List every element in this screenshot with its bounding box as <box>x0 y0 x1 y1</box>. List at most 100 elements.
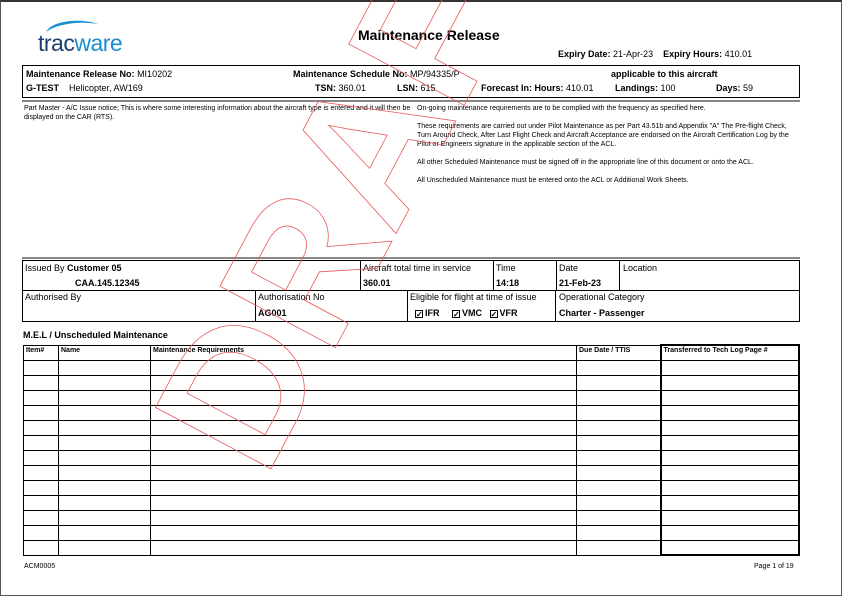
table-cell[interactable] <box>23 389 59 406</box>
table-cell[interactable] <box>23 479 59 496</box>
table-cell[interactable] <box>58 494 151 511</box>
table-cell[interactable] <box>576 419 661 436</box>
table-cell[interactable] <box>58 359 151 376</box>
col-tech-log: Transferred to Tech Log Page # <box>659 344 800 361</box>
table-cell[interactable] <box>23 509 59 526</box>
table-cell[interactable] <box>659 419 800 436</box>
table-cell[interactable] <box>150 434 577 451</box>
table-cell[interactable] <box>23 374 59 391</box>
table-row <box>23 434 800 451</box>
table-cell[interactable] <box>58 374 151 391</box>
table-row <box>23 464 800 481</box>
table-row <box>23 374 800 391</box>
table-cell[interactable] <box>58 434 151 451</box>
table-cell[interactable] <box>58 539 151 556</box>
table-cell[interactable] <box>576 359 661 376</box>
col-item: Item# <box>23 344 59 361</box>
maintenance-notes: On-going maintenance requirements are to… <box>417 105 789 184</box>
table-cell[interactable] <box>576 434 661 451</box>
aircraft-header: Maintenance Release No: MI10202 Maintena… <box>22 65 800 98</box>
table-row <box>23 449 800 466</box>
table-cell[interactable] <box>58 464 151 481</box>
table-cell[interactable] <box>659 404 800 421</box>
table-cell[interactable] <box>23 434 59 451</box>
table-row <box>23 389 800 406</box>
table-row <box>23 359 800 376</box>
table-cell[interactable] <box>659 359 800 376</box>
table-cell[interactable] <box>23 419 59 436</box>
table-cell[interactable] <box>150 494 577 511</box>
table-cell[interactable] <box>58 389 151 406</box>
table-cell[interactable] <box>23 404 59 421</box>
table-row <box>23 539 800 556</box>
col-requirements: Maintenance Requirements <box>150 344 577 361</box>
flight-flags: ✓ IFR ✓ VMC ✓ VFR <box>415 308 518 319</box>
table-cell[interactable] <box>58 404 151 421</box>
table-cell[interactable] <box>659 374 800 391</box>
table-row <box>23 419 800 436</box>
authorisation-row: Authorised By Authorisation No AG001 Elig… <box>22 290 800 322</box>
table-cell[interactable] <box>659 494 800 511</box>
table-cell[interactable] <box>23 464 59 481</box>
page-title: Maintenance Release <box>358 27 500 43</box>
table-row <box>23 494 800 511</box>
checkbox-ifr[interactable]: ✓ IFR <box>415 308 440 319</box>
table-cell[interactable] <box>23 494 59 511</box>
table-cell[interactable] <box>150 539 577 556</box>
table-cell[interactable] <box>58 479 151 496</box>
table-cell[interactable] <box>58 524 151 541</box>
table-cell[interactable] <box>659 389 800 406</box>
expiry: Expiry Date: 21-Apr-23 Expiry Hours: 410… <box>558 49 753 59</box>
table-cell[interactable] <box>659 524 800 541</box>
table-cell[interactable] <box>150 359 577 376</box>
table-row <box>23 479 800 496</box>
table-cell[interactable] <box>58 449 151 466</box>
table-cell[interactable] <box>659 449 800 466</box>
checkbox-vfr[interactable]: ✓ VFR <box>489 308 518 319</box>
table-cell[interactable] <box>58 419 151 436</box>
divider <box>22 257 800 259</box>
table-cell[interactable] <box>150 374 577 391</box>
table-cell[interactable] <box>150 449 577 466</box>
table-cell[interactable] <box>576 509 661 526</box>
table-cell[interactable] <box>576 464 661 481</box>
footer-code: ACM0005 <box>24 563 56 570</box>
table-cell[interactable] <box>23 449 59 466</box>
table-cell[interactable] <box>659 509 800 526</box>
table-cell[interactable] <box>23 524 59 541</box>
table-cell[interactable] <box>576 404 661 421</box>
table-cell[interactable] <box>659 434 800 451</box>
table-cell[interactable] <box>576 539 661 556</box>
table-cell[interactable] <box>659 479 800 496</box>
logo-swoosh-icon <box>46 20 98 32</box>
table-row <box>23 404 800 421</box>
col-due: Due Date / TTIS <box>576 344 661 361</box>
table-row <box>23 524 800 541</box>
table-cell[interactable] <box>659 539 800 556</box>
checkbox-vmc[interactable]: ✓ VMC <box>452 308 483 319</box>
table-cell[interactable] <box>150 404 577 421</box>
table-cell[interactable] <box>150 389 577 406</box>
table-cell[interactable] <box>576 449 661 466</box>
table-cell[interactable] <box>576 524 661 541</box>
table-row <box>23 509 800 526</box>
table-cell[interactable] <box>150 464 577 481</box>
table-cell[interactable] <box>58 509 151 526</box>
table-cell[interactable] <box>150 509 577 526</box>
table-cell[interactable] <box>150 479 577 496</box>
table-cell[interactable] <box>23 539 59 556</box>
part-master-note: Part Master - A/C Issue notice; This is … <box>24 105 411 121</box>
divider <box>22 100 800 102</box>
table-cell[interactable] <box>576 479 661 496</box>
col-name: Name <box>58 344 151 361</box>
table-cell[interactable] <box>576 389 661 406</box>
logo: tracware <box>38 18 138 58</box>
mel-title: M.E.L / Unscheduled Maintenance <box>23 330 168 340</box>
table-cell[interactable] <box>576 494 661 511</box>
table-cell[interactable] <box>576 374 661 391</box>
mel-table: Item# Name Maintenance Requirements Due … <box>23 344 800 556</box>
table-cell[interactable] <box>23 359 59 376</box>
table-cell[interactable] <box>150 419 577 436</box>
table-cell[interactable] <box>659 464 800 481</box>
table-cell[interactable] <box>150 524 577 541</box>
